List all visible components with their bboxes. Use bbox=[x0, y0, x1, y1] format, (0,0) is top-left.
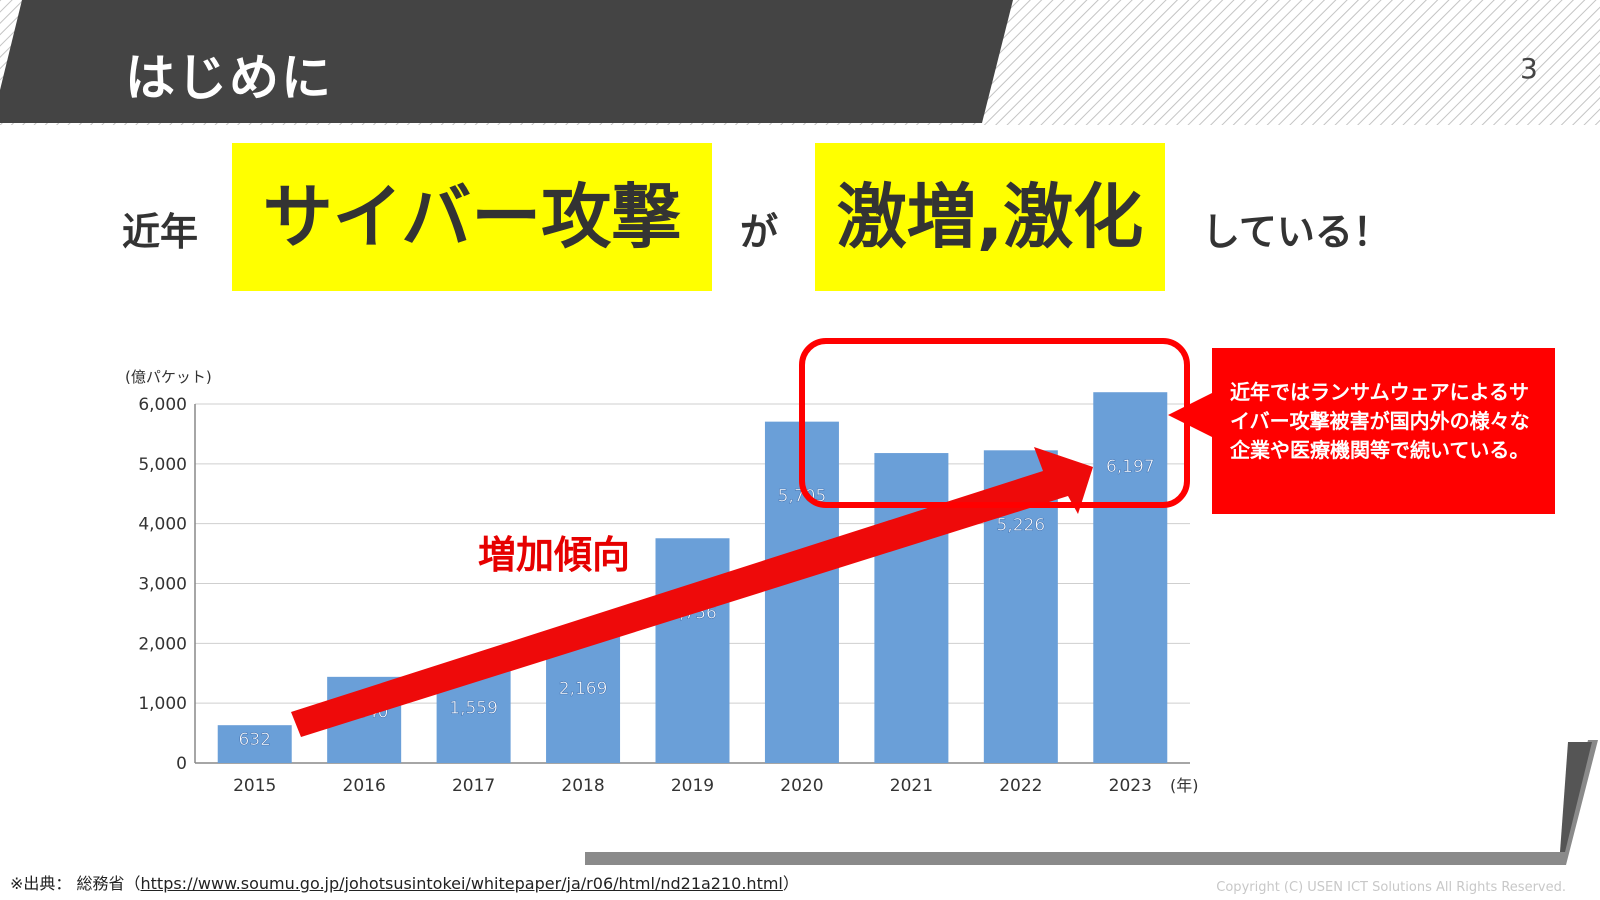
x-axis-unit-label: (年) bbox=[1170, 776, 1199, 795]
bar bbox=[217, 725, 292, 763]
callout-box: 近年ではランサムウェアによるサイバー攻撃被害が国内外の様々な企業や医療機関等で続… bbox=[1212, 348, 1555, 514]
x-tick-label: 2022 bbox=[999, 776, 1042, 796]
source-prefix: ※出典： 総務省（ bbox=[10, 874, 141, 893]
callout-text: 近年ではランサムウェアによるサイバー攻撃被害が国内外の様々な企業や医療機関等で続… bbox=[1230, 380, 1530, 462]
data-label: 1,559 bbox=[449, 699, 498, 719]
source-link[interactable]: https://www.soumu.go.jp/johotsusintokei/… bbox=[140, 874, 783, 893]
y-tick-label: 0 bbox=[176, 754, 187, 774]
data-label: 5,226 bbox=[996, 515, 1045, 535]
x-tick-label: 2021 bbox=[890, 776, 933, 796]
x-tick-label: 2018 bbox=[561, 776, 604, 796]
source-suffix: ） bbox=[782, 874, 799, 893]
bar-chart: (億パケット) 0 1,000 2,000 3,000 4,000 5,000 6,000 63… bbox=[125, 338, 1199, 796]
bar bbox=[874, 453, 949, 763]
y-tick-label: 2,000 bbox=[138, 634, 187, 654]
headline-highlight-cyber-attack: サイバー攻撃 bbox=[232, 143, 712, 291]
x-tick-label: 2017 bbox=[452, 776, 495, 796]
page-title: はじめに bbox=[125, 49, 333, 107]
headline-part-suffix: している！ bbox=[1202, 210, 1391, 254]
x-tick-label: 2023 bbox=[1109, 776, 1152, 796]
y-axis-label: (億パケット) bbox=[125, 368, 212, 386]
source-citation: ※出典： 総務省（https://www.soumu.go.jp/johotsu… bbox=[10, 870, 799, 894]
x-tick-label: 2016 bbox=[343, 776, 386, 796]
data-label: 632 bbox=[238, 730, 270, 750]
page-number: 3 bbox=[1520, 52, 1538, 85]
bar bbox=[1093, 392, 1168, 763]
x-tick-label: 2020 bbox=[780, 776, 823, 796]
x-tick-label: 2015 bbox=[233, 776, 276, 796]
y-tick-label: 4,000 bbox=[138, 515, 187, 535]
headline: 近年 サイバー攻撃 が 激増,激化 している！ bbox=[0, 135, 1600, 291]
bar bbox=[655, 538, 730, 763]
callout-pointer bbox=[1168, 392, 1214, 438]
header-bar bbox=[0, 0, 1600, 125]
y-tick-label: 3,000 bbox=[138, 575, 187, 595]
y-tick-label: 6,000 bbox=[138, 395, 187, 415]
x-tick-label: 2019 bbox=[671, 776, 714, 796]
y-tick-label: 5,000 bbox=[138, 455, 187, 475]
data-label: 6,197 bbox=[1106, 457, 1155, 477]
data-label: 2,169 bbox=[559, 679, 608, 699]
trend-arrow bbox=[291, 447, 1093, 737]
headline-highlight-surge: 激増,激化 bbox=[815, 143, 1165, 291]
trend-annotation: 増加傾向 bbox=[478, 533, 630, 577]
copyright-notice: Copyright (C) USEN ICT Solutions All Rig… bbox=[1216, 880, 1566, 895]
headline-part-recent: 近年 bbox=[122, 210, 199, 254]
headline-part-ga: が bbox=[740, 210, 779, 254]
y-tick-label: 1,000 bbox=[138, 694, 187, 714]
